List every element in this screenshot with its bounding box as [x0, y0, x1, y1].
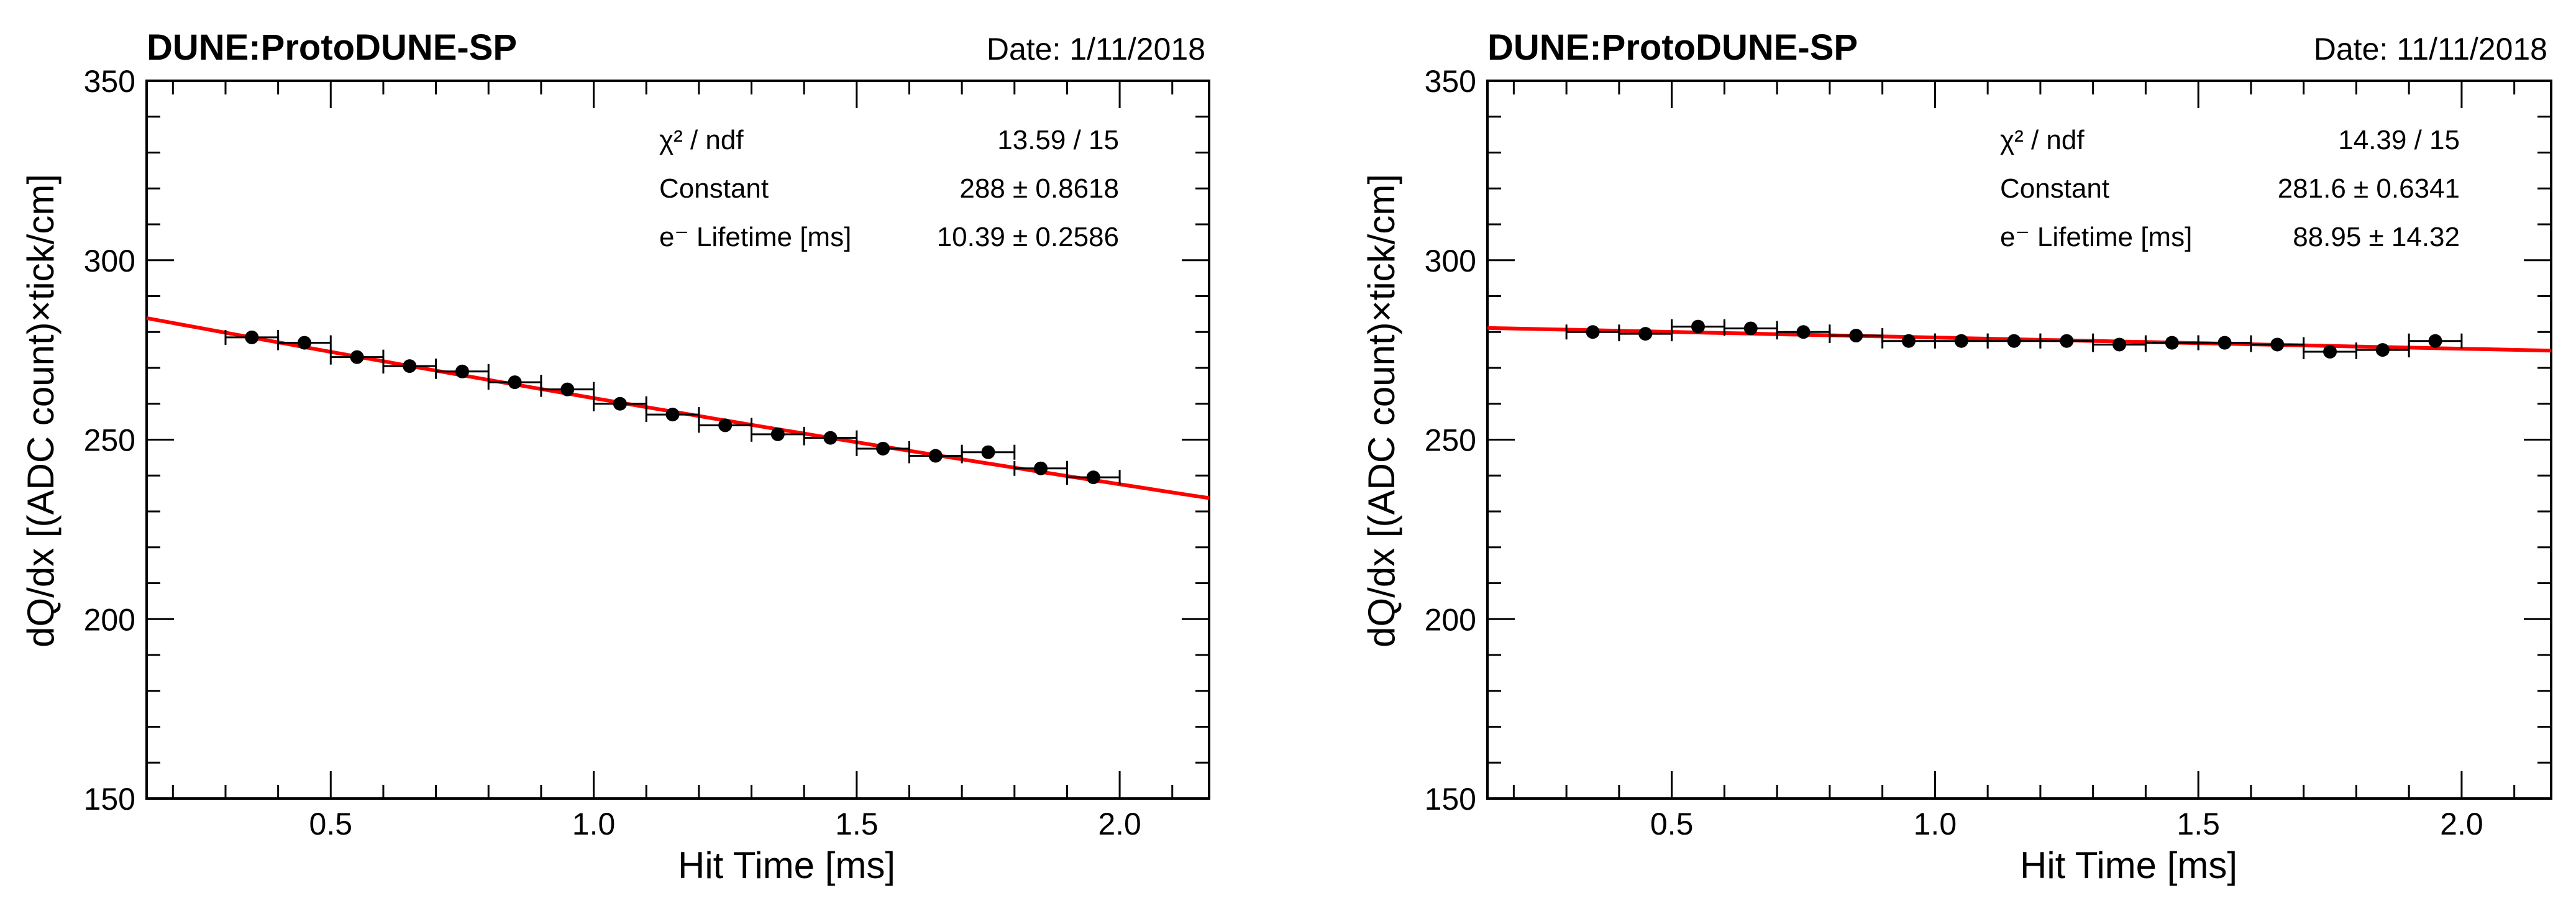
stats-label: e⁻ Lifetime [ms] — [2000, 222, 2192, 252]
x-tick-label: 2.0 — [2440, 807, 2483, 841]
data-point — [2060, 334, 2074, 348]
data-point — [1638, 327, 1653, 341]
y-tick-label: 300 — [1425, 244, 1476, 278]
y-tick-label: 300 — [84, 244, 135, 278]
data-point — [876, 441, 890, 456]
data-point — [770, 427, 785, 441]
data-point — [2165, 336, 2179, 350]
y-tick-label: 150 — [84, 782, 135, 817]
data-point — [2270, 337, 2285, 352]
data-point — [928, 449, 943, 463]
data-point — [245, 330, 259, 344]
y-tick-label: 200 — [1425, 602, 1476, 637]
y-axis-label: dQ/dx [(ADC count)×tick/cm] — [20, 174, 62, 648]
data-point — [823, 431, 838, 445]
data-point — [1691, 319, 1706, 334]
x-tick-label: 1.0 — [572, 807, 616, 841]
x-tick-label: 0.5 — [309, 807, 353, 841]
data-point — [1586, 325, 1600, 339]
data-point — [2428, 334, 2442, 348]
stats-value: 14.39 / 15 — [2338, 125, 2460, 155]
stats-value: 281.6 ± 0.6341 — [2278, 173, 2460, 204]
x-tick-label: 0.5 — [1650, 807, 1694, 841]
stats-value: 88.95 ± 14.32 — [2293, 222, 2460, 252]
x-tick-label: 1.0 — [1914, 807, 1957, 841]
data-point — [403, 359, 417, 373]
data-point — [560, 382, 575, 396]
experiment-title: DUNE:ProtoDUNE-SP — [1487, 27, 1858, 68]
y-tick-label: 200 — [84, 602, 135, 637]
data-point — [2375, 343, 2390, 357]
data-point — [981, 445, 995, 459]
data-point — [508, 375, 522, 390]
data-point — [455, 364, 469, 378]
x-axis-label: Hit Time [ms] — [678, 845, 895, 886]
data-point — [2112, 337, 2127, 352]
x-tick-label: 2.0 — [1098, 807, 1141, 841]
data-point — [1086, 470, 1100, 485]
stats-value: 10.39 ± 0.2586 — [937, 222, 1119, 252]
stats-value: 13.59 / 15 — [997, 125, 1119, 155]
stats-label: e⁻ Lifetime [ms] — [659, 222, 851, 252]
experiment-title: DUNE:ProtoDUNE-SP — [147, 27, 517, 68]
y-tick-label: 350 — [84, 64, 135, 99]
y-axis-label: dQ/dx [(ADC count)×tick/cm] — [1361, 174, 1402, 648]
data-point — [350, 350, 364, 364]
data-point — [1743, 321, 1758, 336]
y-tick-label: 250 — [1425, 423, 1476, 458]
data-point — [2323, 345, 2337, 359]
data-point — [613, 396, 627, 411]
chart-panel-1: DUNE:ProtoDUNE-SP Date: 1/11/2018 150 200 25… — [20, 27, 1210, 886]
x-axis-label: Hit Time [ms] — [2020, 845, 2237, 886]
y-tick-label: 150 — [1425, 782, 1476, 817]
data-point — [718, 418, 733, 433]
stats-value: 288 ± 0.8618 — [959, 173, 1119, 204]
data-point — [297, 336, 311, 350]
chart-panel-2: DUNE:ProtoDUNE-SP Date: 11/11/2018 150 200 2… — [1361, 27, 2552, 886]
data-point — [665, 408, 680, 422]
stats-label: χ² / ndf — [2000, 125, 2085, 155]
y-tick-label: 250 — [84, 423, 135, 458]
date-label: Date: 1/11/2018 — [987, 32, 1205, 66]
x-tick-label: 1.5 — [2176, 807, 2220, 841]
data-point — [2217, 336, 2232, 350]
stats-label: Constant — [2000, 173, 2109, 204]
stats-label: Constant — [659, 173, 769, 204]
stats-label: χ² / ndf — [659, 125, 744, 155]
data-point — [1954, 334, 1968, 348]
x-tick-label: 1.5 — [835, 807, 879, 841]
data-point — [1849, 329, 1863, 343]
data-point — [1796, 325, 1811, 339]
date-label: Date: 11/11/2018 — [2314, 32, 2547, 66]
data-point — [1902, 334, 1916, 348]
data-point — [1034, 461, 1048, 475]
y-tick-label: 350 — [1425, 64, 1476, 99]
data-point — [2007, 334, 2021, 348]
